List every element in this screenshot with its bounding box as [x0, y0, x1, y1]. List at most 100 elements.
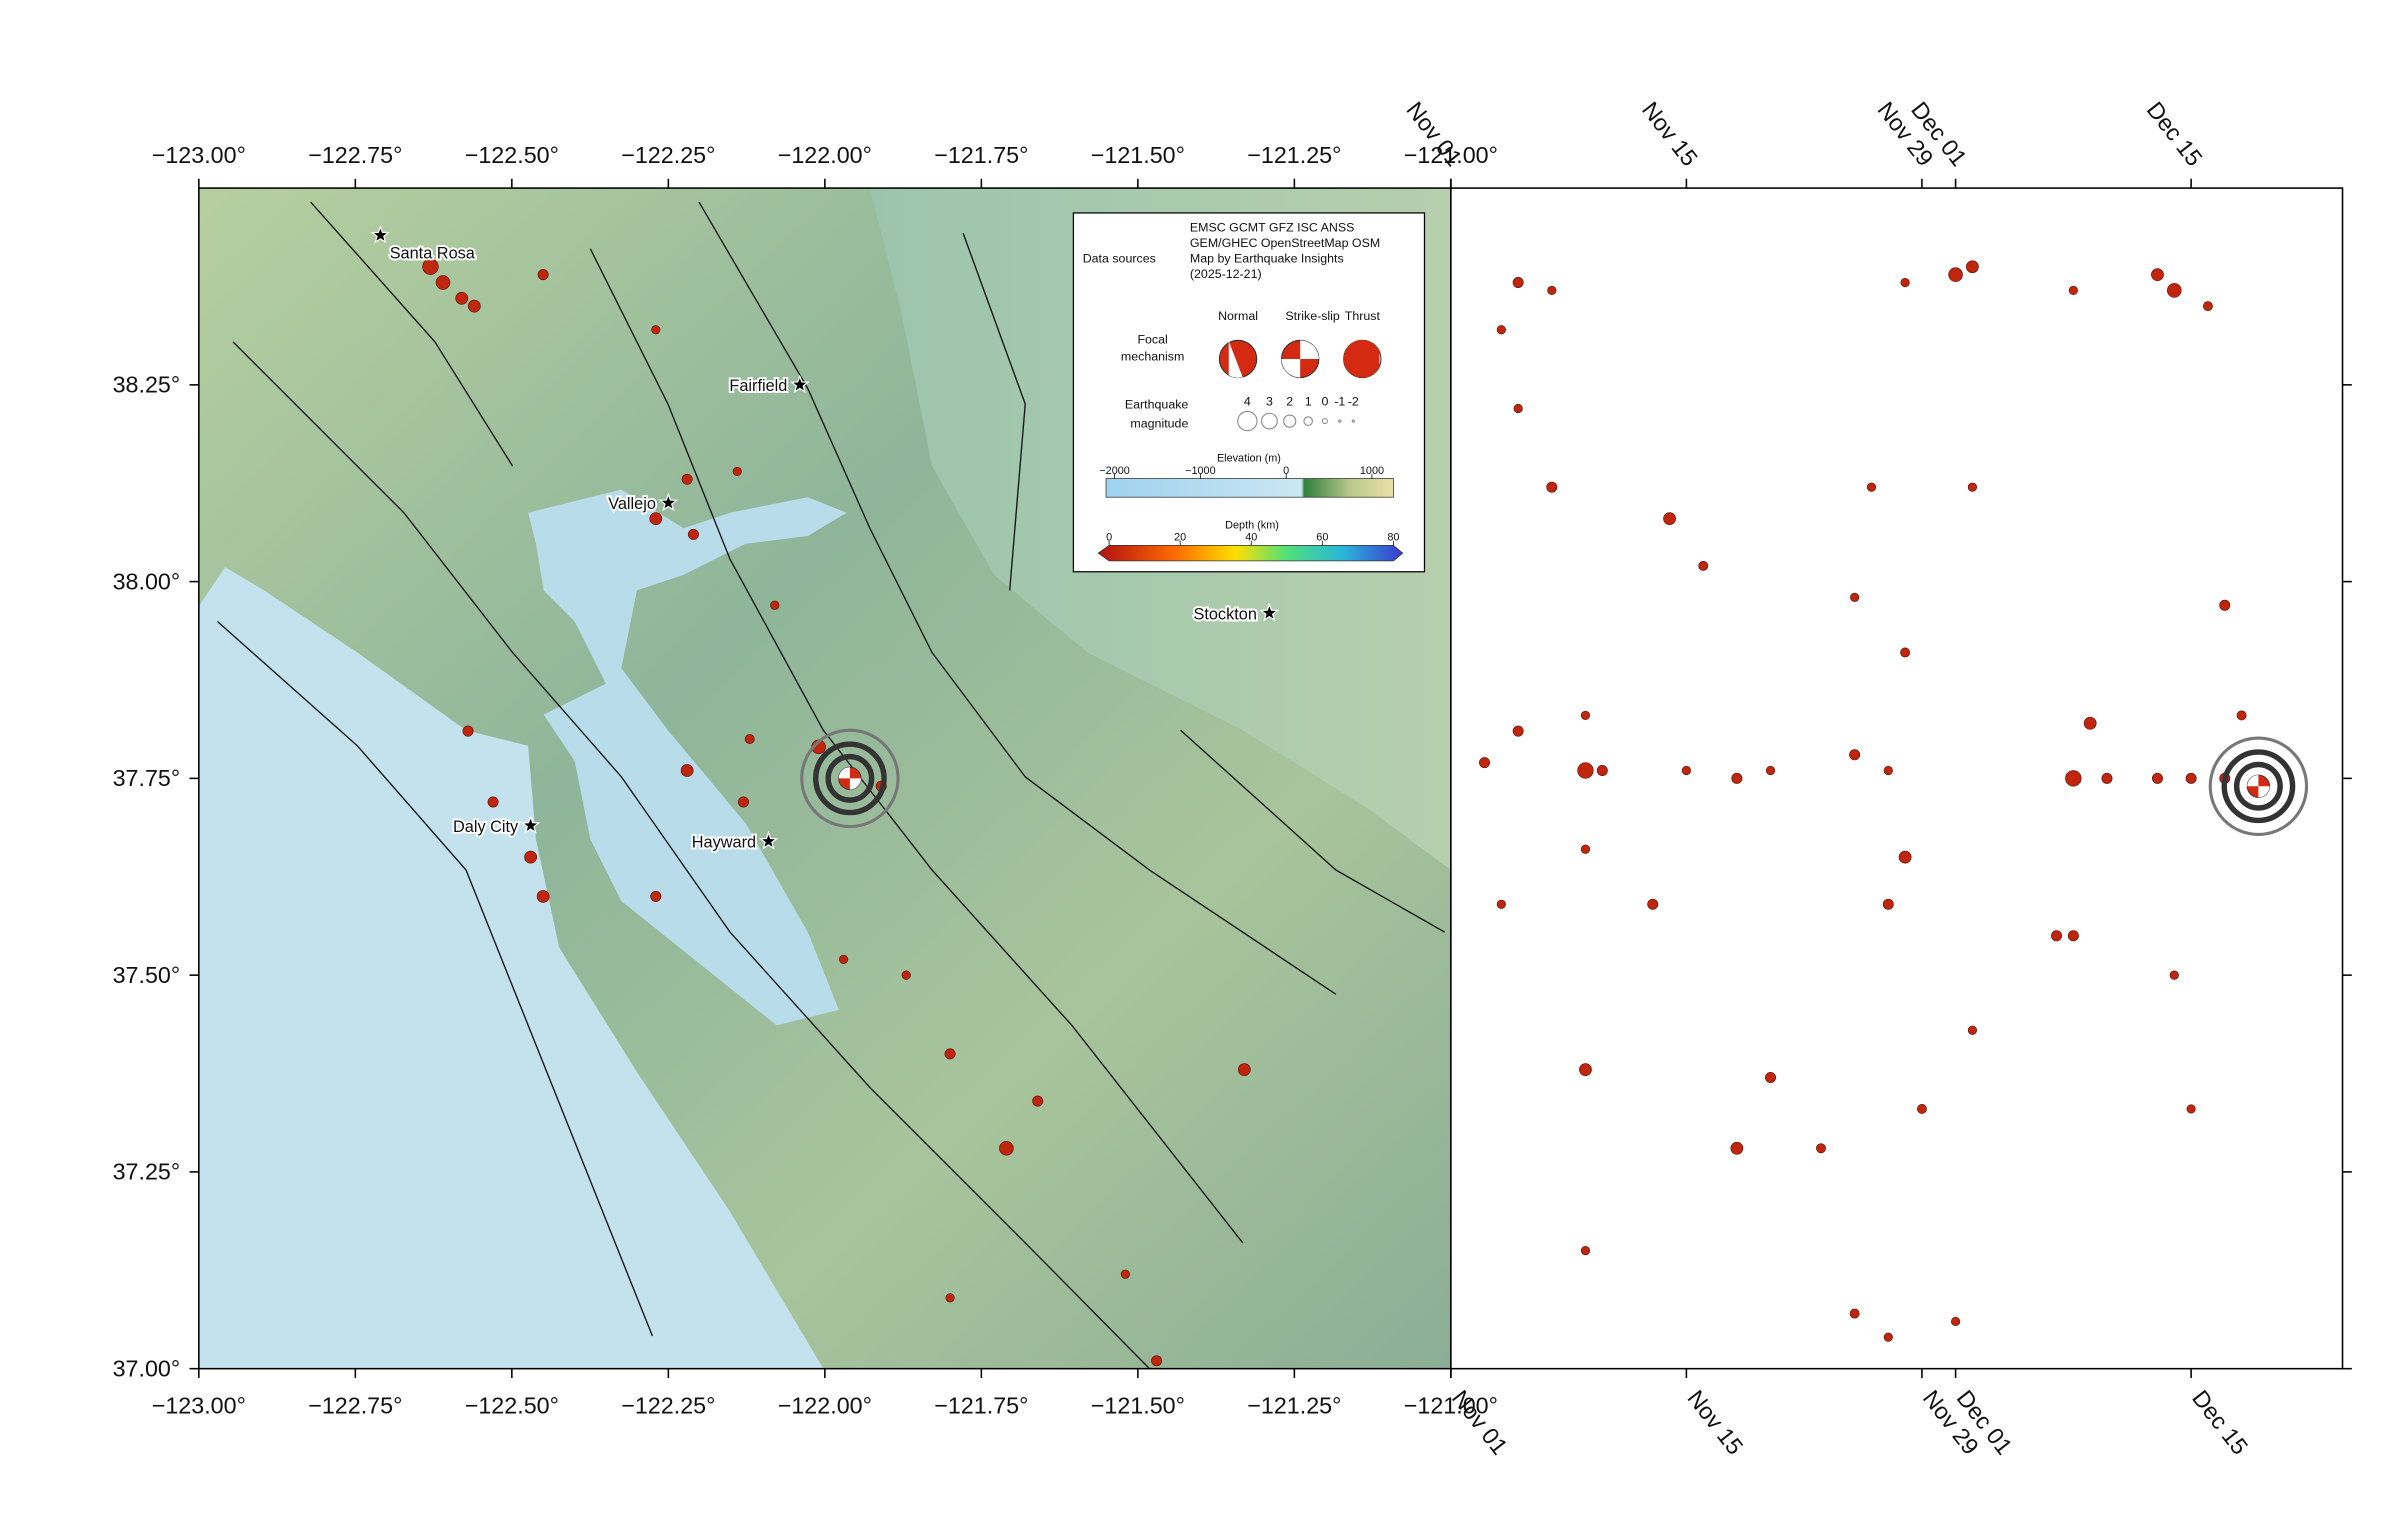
quake [649, 512, 663, 526]
quake [1237, 1063, 1251, 1076]
magnitude-sample [1283, 414, 1297, 428]
legend-label: -1 [1334, 395, 1345, 409]
quake [2167, 283, 2182, 298]
quake [2202, 301, 2213, 312]
quake [1546, 481, 1558, 493]
y-tick-label: 37.25° [113, 1159, 181, 1185]
quake [1496, 325, 1506, 335]
quake [1765, 1071, 1776, 1083]
quake [2186, 1104, 2196, 1114]
quake [1900, 277, 1910, 288]
quake [1512, 725, 1524, 737]
quake [1120, 1269, 1130, 1279]
quake [732, 466, 742, 477]
quake [1496, 899, 1506, 909]
legend-label: -2 [1348, 395, 1359, 409]
quake [1882, 898, 1894, 910]
quake [1579, 1063, 1592, 1076]
quake [651, 325, 661, 335]
quake [422, 258, 439, 275]
depth-bar [1097, 544, 1404, 562]
faults [217, 201, 1446, 1369]
legend-label: (2025-12-21) [1190, 267, 1262, 281]
city-marker [658, 492, 679, 512]
quake [467, 299, 481, 313]
quake [1512, 277, 1524, 289]
quake [1849, 749, 1861, 761]
legend-label: magnitude [1130, 416, 1188, 430]
quake [1950, 1316, 1961, 1327]
quake [680, 764, 694, 777]
legend-label: 60 [1316, 532, 1328, 544]
x-tick-label: −121.75° [934, 1393, 1028, 1419]
legend-label: 80 [1387, 532, 1399, 544]
city-label: Santa Rosa [390, 245, 476, 263]
quake [1816, 1143, 1826, 1154]
elevation-bar [1105, 478, 1394, 498]
city-label: Fairfield [729, 377, 787, 395]
legend-label: −2000 [1099, 465, 1130, 477]
legend-label: 0 [1106, 532, 1112, 544]
quake [681, 473, 693, 485]
quake [2185, 772, 2197, 784]
quake [2151, 772, 2163, 784]
quake [1681, 765, 1691, 776]
fault-line [310, 201, 514, 467]
quake [2083, 716, 2097, 730]
beachball-white [2247, 775, 2270, 798]
quake [1479, 757, 1490, 769]
y-tick-label: 38.00° [113, 568, 181, 594]
quake [1647, 898, 1659, 910]
fault-line [232, 341, 1151, 1369]
x-tick-label: Dec 15 [2142, 97, 2208, 171]
legend-label: Focal [1137, 332, 1167, 346]
quake [1866, 482, 1877, 492]
legend-label: Earthquake [1125, 398, 1189, 412]
x-tick-label: −121.00° [1404, 142, 1498, 168]
mainshock-ring [800, 728, 900, 829]
legend-label: Normal [1218, 309, 1258, 323]
quake [1513, 403, 1523, 414]
city-marker [758, 830, 779, 850]
legend: Data sources EMSC GCMT GFZ ISC ANSSGEM/GH… [1072, 212, 1426, 573]
legend-label: mechanism [1121, 350, 1184, 364]
city-label: Stockton [1193, 605, 1256, 623]
magnitude-sample [1237, 410, 1258, 432]
x-tick-label: −122.25° [621, 1393, 715, 1419]
quake [1916, 1103, 1927, 1114]
legend-label: 4 [1244, 395, 1251, 409]
mainshock-ring [2233, 761, 2283, 811]
quake [1765, 765, 1776, 776]
fault-line [217, 620, 654, 1337]
mainshock-ring [2208, 736, 2309, 836]
mainshock [838, 766, 862, 791]
y-tick-label: 37.00° [113, 1355, 181, 1381]
bay [528, 489, 847, 1026]
quake [1151, 1355, 1163, 1367]
legend-label: 40 [1245, 532, 1257, 544]
quake [487, 796, 499, 808]
legend-label: Depth (km) [1225, 519, 1279, 531]
x-tick-label: Dec 15 [2187, 1385, 2253, 1459]
city-marker [1259, 602, 1280, 622]
quake [1849, 1308, 1860, 1319]
legend-label: EMSC GCMT GFZ ISC ANSS [1190, 221, 1355, 235]
magnitude-sample [1303, 416, 1314, 426]
legend-label: GEM/GHEC OpenStreetMap OSM [1190, 236, 1380, 250]
focal-part [1343, 339, 1380, 378]
quake [2068, 285, 2078, 295]
city-label: Daly City [453, 818, 519, 836]
ocean [198, 567, 824, 1369]
mainshock-ring [813, 741, 887, 816]
x-tick-label: −123.00° [152, 1393, 246, 1419]
quake [524, 850, 537, 864]
quake [650, 890, 662, 902]
quake [2067, 930, 2079, 942]
fault-line [1180, 729, 1446, 933]
quake [1850, 592, 1860, 602]
focal-sample [1343, 339, 1382, 379]
quake [1967, 482, 1977, 492]
magnitude-sample [1338, 419, 1342, 423]
quake [770, 600, 780, 610]
